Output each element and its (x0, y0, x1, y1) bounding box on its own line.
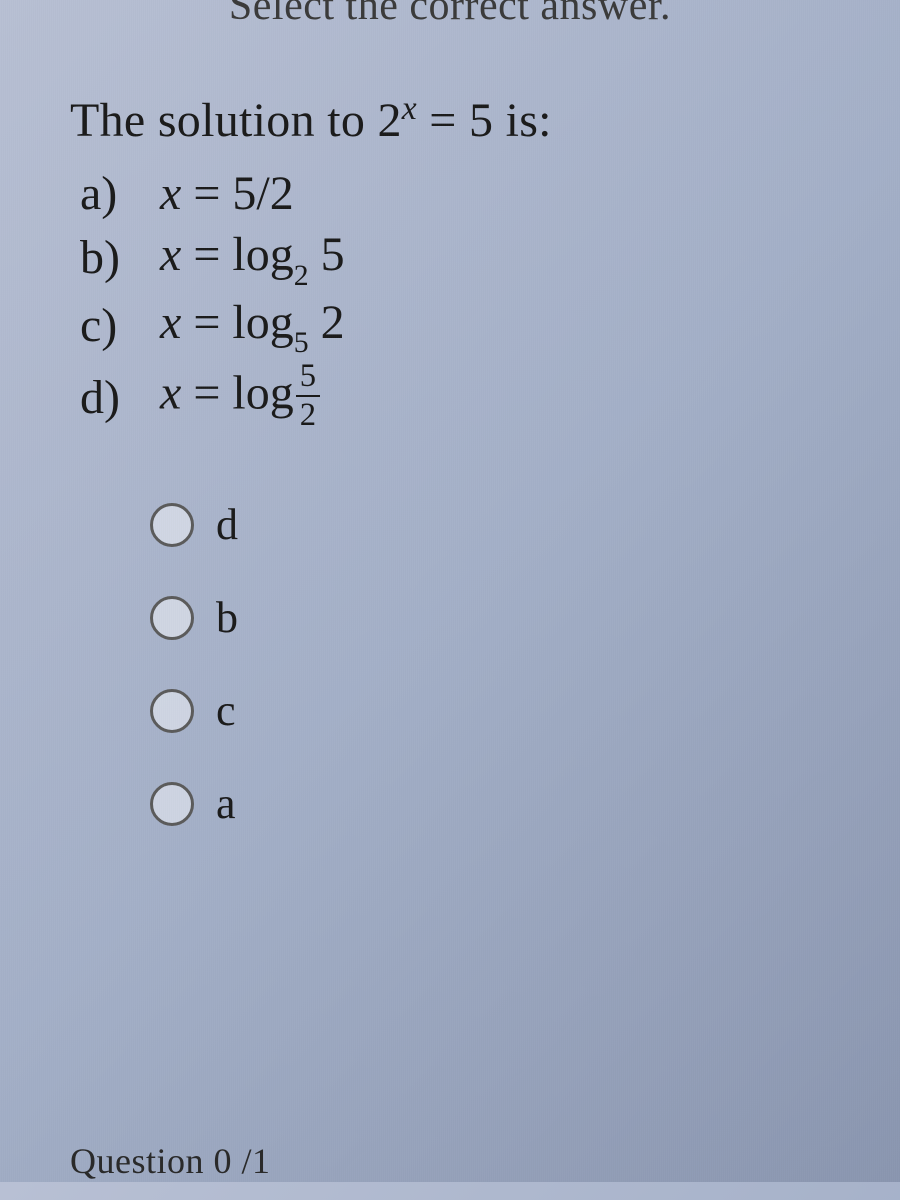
choice-a-expr: 5/2 (232, 167, 293, 220)
question-block: The solution to 2x = 5 is: a) x = 5/2 b)… (0, 30, 900, 459)
radio-circle-icon[interactable] (150, 782, 194, 826)
choice-a: a) x = 5/2 (70, 166, 830, 221)
radio-option-a[interactable]: a (150, 778, 900, 829)
radio-circle-icon[interactable] (150, 689, 194, 733)
choice-c-var: x (160, 296, 181, 349)
choice-d-var: x (160, 367, 181, 420)
choice-b-fn: log (232, 228, 293, 281)
choice-d-fraction: 52 (296, 360, 320, 431)
question-stem: The solution to 2x = 5 is: (70, 90, 830, 148)
choice-letter-c: c) (80, 298, 136, 353)
choice-a-eq: = (181, 167, 232, 220)
choice-b-eq: = (181, 228, 232, 281)
instruction-text: Select the correct answer. (0, 0, 900, 30)
choice-d-frac-num: 5 (296, 360, 320, 397)
choice-c-arg: 2 (309, 296, 345, 349)
choice-letter-d: d) (80, 370, 136, 425)
choice-b-var: x (160, 228, 181, 281)
radio-label-a: a (216, 778, 236, 829)
radio-label-c: c (216, 685, 236, 736)
choice-letter-b: b) (80, 230, 136, 285)
footer-question-counter: Question 0 /1 (70, 1140, 271, 1182)
choice-d: d) x = log52 (70, 362, 830, 433)
stem-prefix: The solution to (70, 94, 377, 147)
stem-rhs: = 5 (417, 94, 493, 147)
choice-c-fn: log (232, 296, 293, 349)
radio-option-b[interactable]: b (150, 592, 900, 643)
choice-c-eq: = (181, 296, 232, 349)
choice-b-base: 2 (294, 259, 309, 292)
radio-group: d b c a (0, 459, 900, 829)
radio-label-b: b (216, 592, 238, 643)
radio-circle-icon[interactable] (150, 503, 194, 547)
radio-label-d: d (216, 499, 238, 550)
choice-a-var: x (160, 167, 181, 220)
radio-option-d[interactable]: d (150, 499, 900, 550)
choice-b: b) x = log2 5 (70, 227, 830, 289)
choice-d-eq: = (181, 367, 232, 420)
radio-circle-icon[interactable] (150, 596, 194, 640)
stem-suffix: is: (493, 94, 552, 147)
choice-d-frac-den: 2 (296, 397, 320, 432)
choice-c: c) x = log5 2 (70, 295, 830, 357)
choice-b-arg: 5 (309, 228, 345, 281)
stem-exponent: x (402, 90, 417, 127)
choice-letter-a: a) (80, 166, 136, 221)
stem-base: 2 (377, 94, 401, 147)
radio-option-c[interactable]: c (150, 685, 900, 736)
choice-c-base: 5 (294, 326, 309, 359)
choice-d-fn: log (232, 367, 293, 420)
